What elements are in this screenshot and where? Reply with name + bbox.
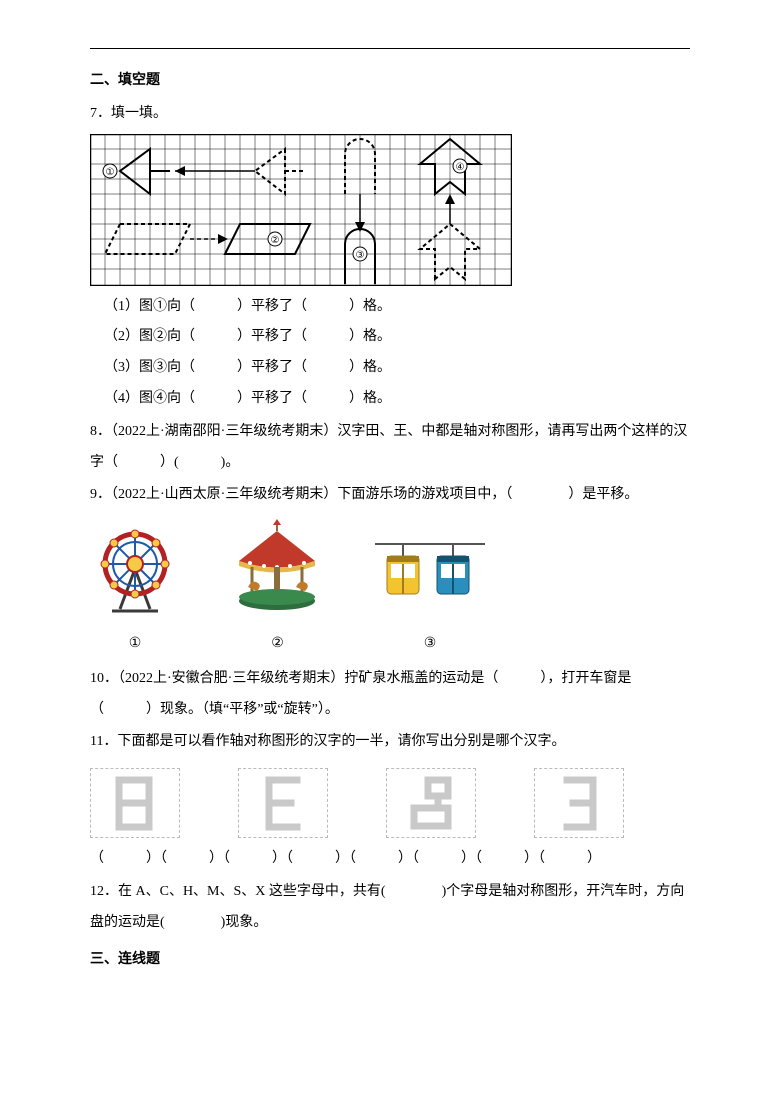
- section-2-title: 二、填空题: [90, 66, 690, 97]
- q9: 9．（2022上·山西太原·三年级统考期末）下面游乐场的游戏项目中，（ ）是平移…: [90, 480, 690, 511]
- ferris-wheel-icon: [90, 524, 180, 614]
- q11-glyph-2: [238, 768, 328, 838]
- q9-images: ① ②: [90, 519, 690, 660]
- q7-label-4: ④: [456, 162, 465, 173]
- q11-glyph-3: [386, 768, 476, 838]
- q7-sub2: （2）图②向（ ）平移了（ ）格。: [104, 322, 690, 353]
- q7-sub1: （1）图①向（ ）平移了（ ）格。: [104, 292, 690, 323]
- q7-label-3: ③: [356, 250, 365, 261]
- q10: 10．（2022上·安徽合肥·三年级统考期末）拧矿泉水瓶盖的运动是（ ），打开车…: [90, 664, 690, 726]
- q9-ferris-wheel: ①: [90, 524, 180, 660]
- carousel-icon: [230, 519, 325, 614]
- q7-label-1: ①: [106, 167, 115, 178]
- q7-stem: 7．填一填。: [90, 99, 690, 130]
- q9-cablecar: ③: [375, 534, 485, 660]
- q9-label-3: ③: [375, 629, 485, 660]
- q9-label-1: ①: [90, 629, 180, 660]
- q7-subitems: （1）图①向（ ）平移了（ ）格。 （2）图②向（ ）平移了（ ）格。 （3）图…: [90, 292, 690, 415]
- page-top-rule: [90, 48, 690, 49]
- q7-sub4: （4）图④向（ ）平移了（ ）格。: [104, 384, 690, 415]
- q7-label-2: ②: [271, 235, 280, 246]
- q11-glyph-1: [90, 768, 180, 838]
- q8: 8．（2022上·湖南邵阳·三年级统考期末）汉字田、王、中都是轴对称图形，请再写…: [90, 417, 690, 479]
- section-3-title: 三、连线题: [90, 945, 690, 976]
- q11-glyph-4: [534, 768, 624, 838]
- q12: 12．在 A、C、H、M、S、X 这些字母中，共有( )个字母是轴对称图形，开汽…: [90, 877, 690, 939]
- cablecar-icon: [375, 534, 485, 614]
- q11-answers: （ ）（ ）（ ）（ ）（ ）（ ）（ ）（ ）: [90, 844, 690, 875]
- q9-carousel: ②: [230, 519, 325, 660]
- q7-sub3: （3）图③向（ ）平移了（ ）格。: [104, 353, 690, 384]
- q7-grid-figure: ① ② ③ ④: [90, 134, 512, 286]
- q11-half-glyphs: [90, 768, 690, 838]
- q11-stem: 11．下面都是可以看作轴对称图形的汉字的一半，请你写出分别是哪个汉字。: [90, 727, 690, 758]
- q9-label-2: ②: [230, 629, 325, 660]
